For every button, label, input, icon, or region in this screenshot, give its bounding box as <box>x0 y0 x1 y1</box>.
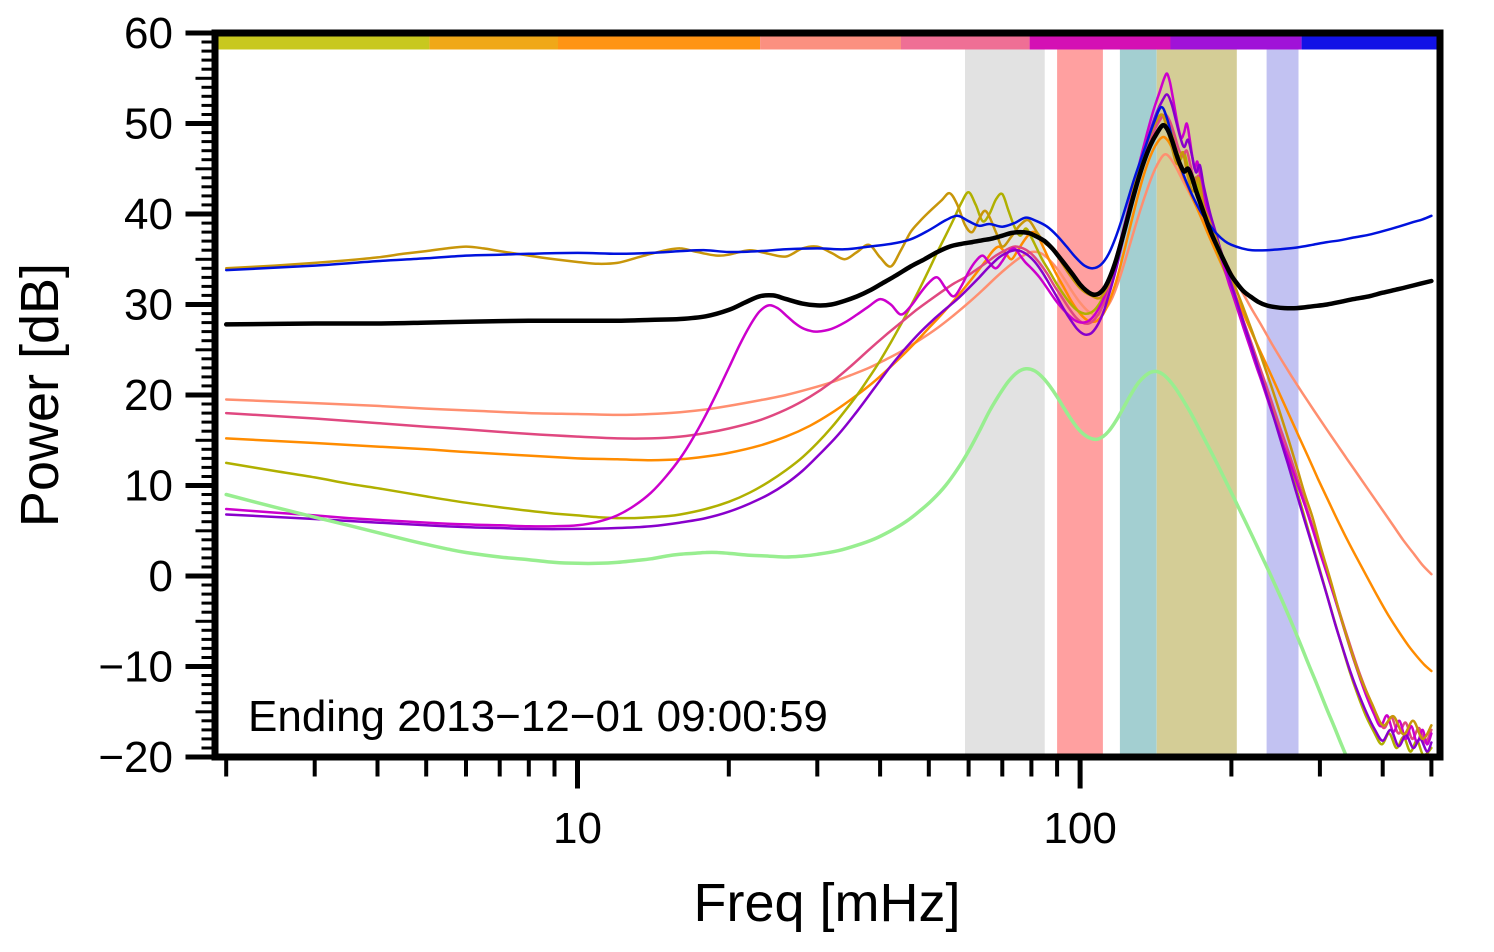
band-gray <box>965 49 1045 757</box>
y-tick-label: 60 <box>124 9 173 58</box>
time-colorbar-segment <box>760 36 901 50</box>
series-gold <box>224 113 1433 741</box>
frequency-bands <box>965 49 1299 757</box>
y-axis-title: Power [dB] <box>10 262 70 528</box>
y-tick-label: −10 <box>98 643 173 692</box>
time-colorbar-segment <box>558 36 761 50</box>
time-colorbar-segment <box>1301 36 1440 50</box>
series-crimson <box>224 113 1433 744</box>
x-tick-label: 10 <box>553 804 602 853</box>
y-tick-label: 20 <box>124 371 173 420</box>
time-colorbar-segment <box>429 36 558 50</box>
x-axis-ticks: 10 100 <box>224 760 1434 853</box>
y-tick-label: 30 <box>124 281 173 330</box>
y-tick-label: 50 <box>124 100 173 149</box>
time-colorbar-segment <box>901 36 1030 50</box>
plot-frame <box>211 29 1444 761</box>
time-colorbar-segment <box>1170 36 1302 50</box>
series-salmon <box>224 153 1433 576</box>
y-axis-ticks: 60 50 40 30 20 10 0 −10 −20 <box>98 9 212 782</box>
y-tick-label: 0 <box>149 552 173 601</box>
spectra-series <box>223 72 1434 757</box>
x-axis-title: Freq [mHz] <box>693 873 961 933</box>
time-colorbar-segment <box>215 36 430 50</box>
ending-timestamp-label: Ending 2013−12−01 09:00:59 <box>248 692 828 741</box>
series-black <box>223 122 1434 327</box>
series-purple <box>224 93 1433 753</box>
series-olive <box>224 115 1433 757</box>
y-tick-label: 10 <box>124 462 173 511</box>
band-pink <box>1057 49 1103 757</box>
time-colorbar <box>215 36 1440 50</box>
y-tick-label: 40 <box>124 190 173 239</box>
series-magenta <box>224 72 1433 746</box>
series-orange <box>224 135 1433 673</box>
series-blue <box>224 105 1433 272</box>
y-tick-label: −20 <box>98 733 173 782</box>
x-tick-label: 100 <box>1043 804 1116 853</box>
time-colorbar-segment <box>1029 36 1171 50</box>
series-green <box>224 366 1349 757</box>
